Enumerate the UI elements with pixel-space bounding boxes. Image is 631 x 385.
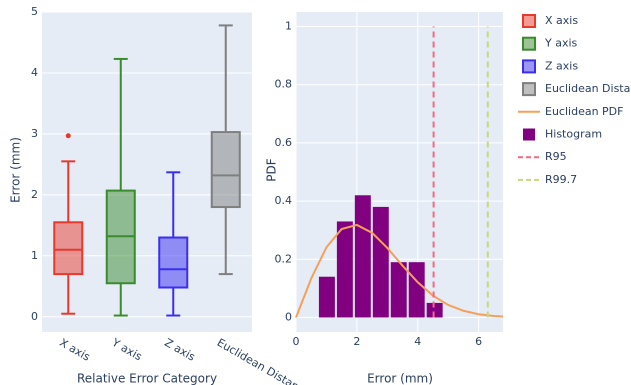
y-axis-title: PDF	[265, 158, 279, 181]
legend-item: Euclidean PDF	[518, 105, 623, 118]
legend-item: Histogram	[523, 128, 602, 141]
legend-label: Z axis	[545, 59, 578, 72]
y-tick-label: 0.2	[275, 252, 293, 265]
legend-item: R99.7	[518, 173, 577, 186]
histogram-bar	[354, 195, 371, 318]
legend-label: X axis	[545, 14, 578, 27]
legend-swatch	[522, 82, 536, 97]
legend-label: Euclidean PDF	[545, 105, 623, 118]
y-tick-label: 0	[285, 310, 292, 323]
x-axis-title: Relative Error Category	[77, 372, 217, 385]
box-plot	[158, 171, 189, 317]
legend-label: R99.7	[545, 173, 577, 186]
y-tick-label: 0.4	[275, 194, 293, 207]
legend-item: X axis	[522, 14, 578, 28]
legend-swatch	[522, 14, 536, 28]
legend-item: Z axis	[522, 59, 578, 74]
y-tick-label: 2	[31, 188, 38, 201]
histogram-bar	[318, 276, 335, 318]
x-tick-label: 4	[414, 335, 421, 348]
legend-label: R95	[545, 150, 567, 163]
x-tick-label: Y axis	[109, 335, 145, 363]
histogram-bar	[408, 262, 425, 318]
x-tick-label: Z axis	[162, 336, 197, 364]
y-tick-label: 0.6	[275, 136, 293, 149]
histogram-bar	[372, 206, 389, 318]
x-tick-label: X axis	[57, 336, 92, 364]
legend-swatch	[523, 128, 535, 141]
legend-item: Y axis	[522, 36, 578, 51]
histogram-bar	[390, 262, 407, 318]
x-tick-label: 0	[293, 335, 300, 348]
legend-item: R95	[518, 150, 567, 163]
legend-swatch	[522, 36, 536, 51]
box	[53, 221, 84, 276]
y-tick-label: 0	[31, 310, 38, 323]
y-axis-title: Error (mm)	[9, 137, 23, 203]
y-tick-label: 4	[31, 66, 38, 79]
box-plot	[105, 57, 136, 317]
legend-label: Histogram	[545, 128, 602, 141]
box	[210, 131, 241, 209]
y-tick-label: 3	[31, 127, 38, 140]
legend-item: Euclidean Distance	[522, 82, 631, 97]
histogram-bar	[426, 302, 443, 318]
x-tick-label: 6	[475, 335, 482, 348]
box-plot	[210, 24, 241, 276]
y-tick-label: 1	[31, 249, 38, 262]
histogram-bar	[336, 221, 353, 318]
y-tick-label: 5	[31, 5, 38, 18]
y-tick-label: 1	[285, 20, 292, 33]
box	[158, 236, 189, 289]
y-tick-label: 0.8	[275, 78, 293, 91]
x-tick-label: 2	[353, 335, 360, 348]
legend-label: Y axis	[544, 37, 578, 50]
x-axis-title: Error (mm)	[367, 372, 433, 385]
legend-label: Euclidean Distance	[545, 82, 631, 95]
pdf-line	[295, 223, 504, 318]
outlier	[65, 133, 71, 139]
legend-swatch	[522, 59, 536, 74]
box-plot	[53, 133, 84, 315]
